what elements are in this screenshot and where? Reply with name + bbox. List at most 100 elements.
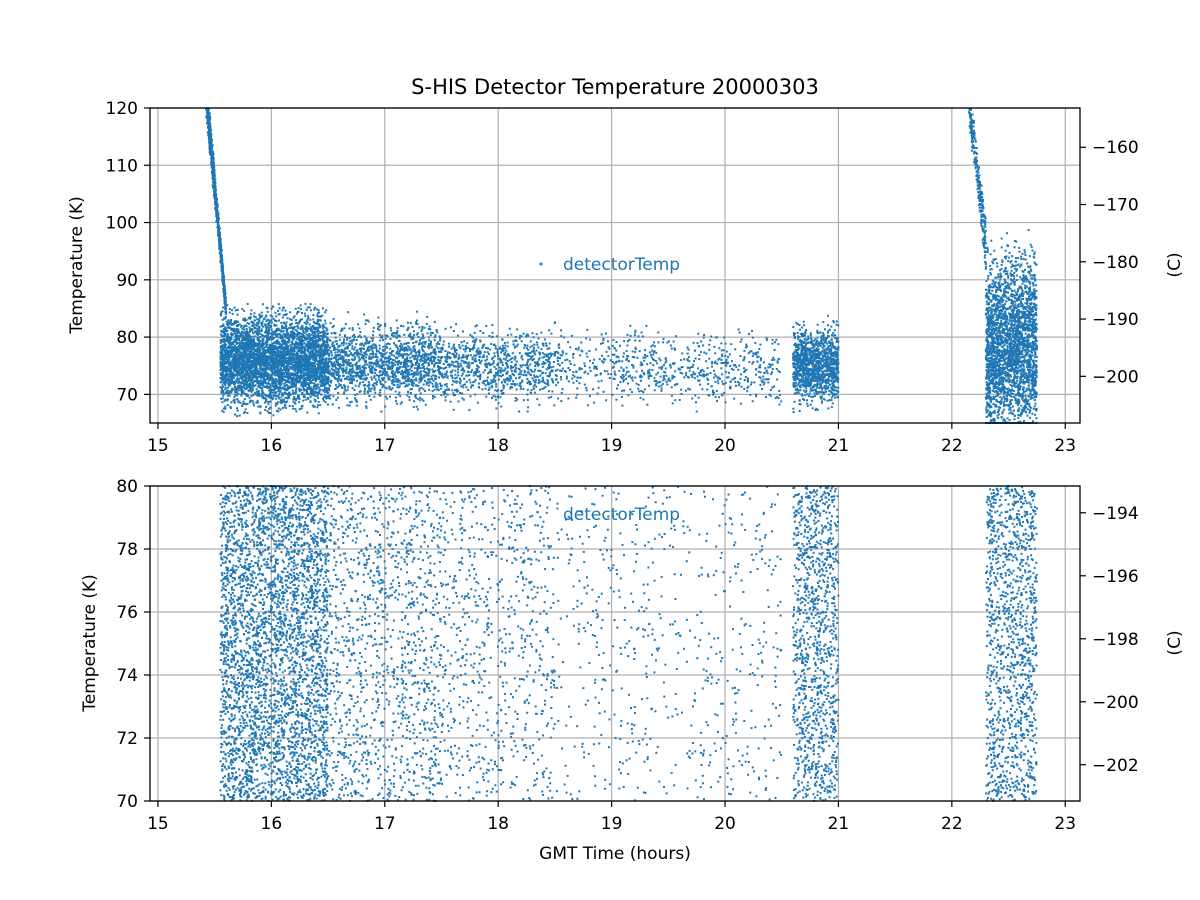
top-data-point bbox=[315, 343, 318, 346]
top-data-point bbox=[253, 345, 256, 348]
top-data-point bbox=[254, 374, 257, 377]
top-data-point bbox=[312, 379, 314, 381]
top-data-point bbox=[324, 335, 327, 338]
top-data-point bbox=[213, 201, 216, 204]
top-data-point bbox=[311, 364, 314, 366]
top-data-point bbox=[207, 123, 210, 126]
top-data-point bbox=[313, 382, 316, 385]
top-data-point bbox=[257, 351, 260, 354]
top-data-point bbox=[249, 337, 252, 340]
top-data-point bbox=[224, 405, 227, 408]
top-data-point bbox=[238, 360, 241, 363]
top-data-point bbox=[274, 333, 277, 336]
top-data-point bbox=[264, 385, 266, 388]
top-data-point bbox=[223, 287, 226, 290]
top-data-point bbox=[311, 349, 314, 352]
top-data-point bbox=[261, 342, 264, 345]
top-data-point bbox=[298, 408, 301, 411]
top-data-point bbox=[242, 348, 245, 350]
top-data-point bbox=[214, 193, 217, 196]
top-data-point bbox=[297, 353, 299, 355]
top-data-point bbox=[227, 342, 230, 345]
top-data-point bbox=[263, 331, 266, 334]
top-data-point bbox=[315, 336, 318, 339]
top-data-point bbox=[224, 386, 227, 389]
top-data-point bbox=[248, 322, 251, 325]
top-data-point bbox=[300, 374, 302, 377]
top-data-point bbox=[325, 363, 328, 365]
top-data-point bbox=[260, 330, 263, 333]
top-data-point bbox=[277, 346, 280, 349]
top-data-point bbox=[315, 367, 318, 370]
top-data-point bbox=[226, 347, 229, 349]
top-data-point bbox=[219, 251, 222, 253]
top-data-point bbox=[256, 323, 259, 326]
top-data-point bbox=[275, 315, 278, 318]
top-data-point bbox=[226, 389, 229, 392]
top-data-point bbox=[262, 356, 265, 359]
top-data-point bbox=[291, 386, 294, 388]
top-data-point bbox=[211, 169, 214, 172]
top-data-point bbox=[237, 330, 240, 333]
top-data-point bbox=[266, 387, 269, 389]
top-data-point bbox=[242, 371, 245, 374]
top-data-point bbox=[324, 369, 326, 372]
top-data-point bbox=[212, 166, 215, 169]
top-data-point bbox=[284, 381, 287, 384]
top-data-point bbox=[247, 361, 250, 364]
top-data-point bbox=[314, 369, 317, 372]
top-data-point bbox=[251, 387, 254, 390]
top-data-point bbox=[256, 334, 259, 336]
top-data-point bbox=[274, 404, 277, 407]
top-data-point bbox=[281, 380, 284, 383]
top-data-point bbox=[314, 348, 317, 351]
top-data-point bbox=[209, 147, 212, 150]
top-data-point bbox=[242, 326, 245, 329]
top-data-point bbox=[296, 325, 299, 327]
top-data-point bbox=[212, 161, 215, 164]
top-data-point bbox=[220, 397, 223, 400]
top-data-point bbox=[300, 407, 303, 410]
top-data-point bbox=[307, 398, 310, 400]
top-data-point bbox=[305, 320, 308, 323]
top-data-point bbox=[304, 398, 307, 401]
top-data-point bbox=[230, 355, 233, 358]
top-data-point bbox=[229, 320, 232, 323]
top-data-point bbox=[220, 311, 223, 314]
top-data-point bbox=[262, 318, 265, 320]
top-data-point bbox=[244, 392, 246, 395]
top-data-point bbox=[315, 380, 317, 382]
top-data-point bbox=[220, 314, 223, 317]
top-data-point bbox=[268, 385, 271, 388]
top-data-point bbox=[285, 321, 288, 324]
top-data-point bbox=[221, 354, 223, 357]
top-data-point bbox=[220, 329, 223, 332]
top-data-point bbox=[222, 378, 224, 381]
top-data-point bbox=[235, 358, 238, 360]
top-data-point bbox=[263, 359, 266, 362]
top-data-point bbox=[293, 381, 296, 384]
top-data-point bbox=[288, 338, 291, 341]
top-data-point bbox=[230, 362, 232, 365]
top-data-point bbox=[266, 319, 268, 322]
top-data-point bbox=[265, 314, 268, 317]
top-data-point bbox=[275, 391, 278, 394]
top-data-point bbox=[252, 331, 255, 334]
top-data-point bbox=[215, 210, 218, 212]
top-data-point bbox=[278, 319, 280, 322]
top-data-point bbox=[269, 406, 272, 409]
top-data-point bbox=[246, 349, 249, 352]
top-data-point bbox=[228, 369, 231, 372]
top-data-point bbox=[222, 278, 225, 281]
top-data-point bbox=[276, 333, 279, 336]
top-data-point bbox=[235, 328, 238, 331]
top-data-point bbox=[304, 353, 307, 356]
top-data-point bbox=[272, 414, 275, 417]
top-data-point bbox=[322, 339, 325, 342]
top-data-point bbox=[298, 335, 301, 338]
top-data-point bbox=[219, 325, 222, 328]
top-data-point bbox=[266, 349, 268, 352]
top-data-point bbox=[247, 331, 250, 334]
top-data-point bbox=[303, 360, 305, 362]
top-data-point bbox=[309, 303, 312, 306]
